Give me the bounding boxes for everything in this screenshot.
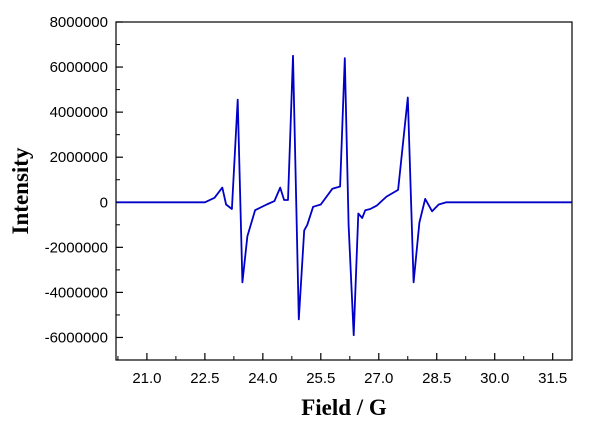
x-tick-label: 25.5: [306, 370, 335, 387]
x-tick-label: 27.0: [364, 370, 393, 387]
x-tick-label: 28.5: [422, 370, 451, 387]
y-tick-label: -6000000: [45, 329, 108, 346]
x-tick-label: 31.5: [538, 370, 567, 387]
x-axis-title: Field / G: [301, 395, 387, 420]
x-axis-ticks: 21.0 22.5 24.0 25.5 27.0 28.5 30.0 31.5: [117, 353, 567, 387]
series-layer: [116, 54, 572, 337]
y-tick-label: 8000000: [50, 14, 108, 31]
y-tick-label: 2000000: [50, 149, 108, 166]
y-tick-label: 4000000: [50, 104, 108, 121]
x-tick-label: 30.0: [480, 370, 509, 387]
x-tick-label: 21.0: [132, 370, 161, 387]
spectrum-line: [116, 54, 572, 337]
x-tick-label: 22.5: [190, 370, 219, 387]
y-tick-label: 6000000: [50, 59, 108, 76]
plot-frame: [115, 21, 573, 361]
y-tick-label: -4000000: [45, 284, 108, 301]
y-axis-title: Intensity: [8, 147, 33, 234]
y-tick-label: -2000000: [45, 239, 108, 256]
x-tick-label: 24.0: [248, 370, 277, 387]
y-tick-label: 0: [100, 194, 108, 211]
y-axis-ticks: -6000000 -4000000 -2000000 0 2000000 4000000 6…: [45, 14, 123, 361]
